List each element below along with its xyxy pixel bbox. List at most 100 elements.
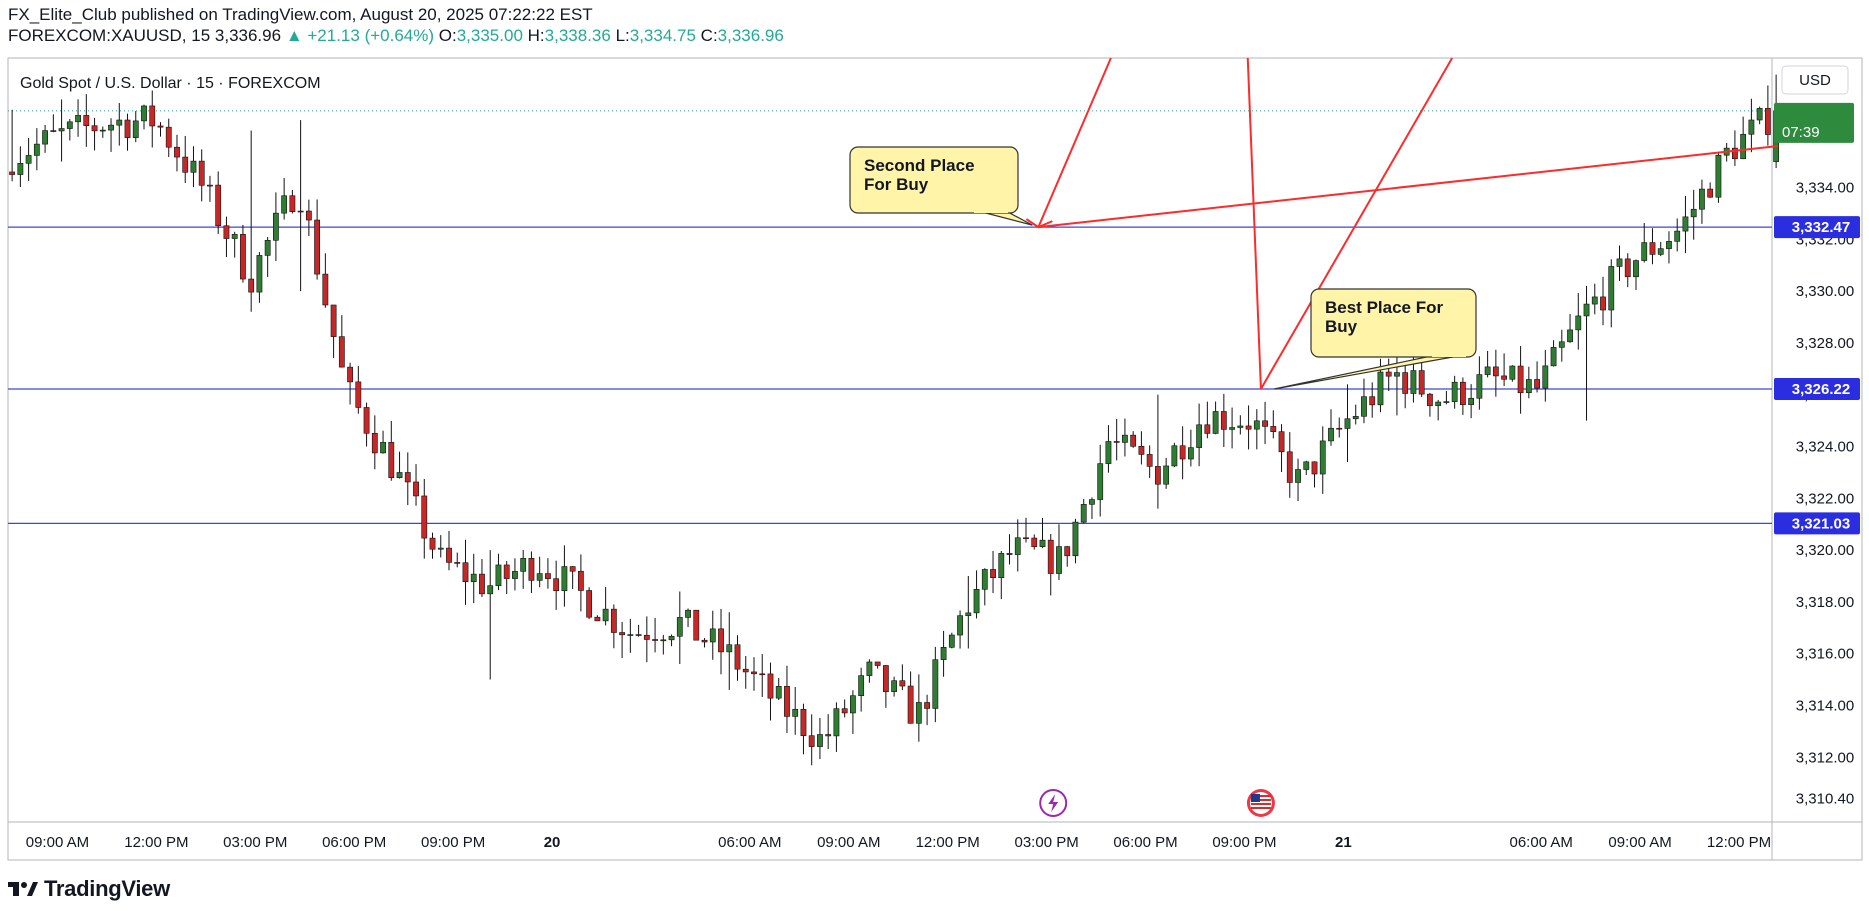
candle[interactable] [800, 703, 807, 755]
candle[interactable] [602, 587, 609, 626]
candle[interactable] [25, 137, 32, 181]
candle[interactable] [1583, 285, 1590, 421]
candle[interactable] [1014, 519, 1021, 572]
level-price-badge[interactable] [1774, 377, 1860, 400]
projection-arrow-down[interactable] [1038, 145, 1779, 229]
candle[interactable] [932, 646, 939, 723]
candle[interactable] [1130, 431, 1137, 448]
candle[interactable] [957, 610, 963, 649]
candle[interactable] [1039, 517, 1046, 548]
candle[interactable] [833, 702, 840, 752]
candle[interactable] [1451, 375, 1458, 409]
candle[interactable] [58, 99, 65, 162]
candle[interactable] [1072, 518, 1079, 564]
candle[interactable] [1270, 410, 1277, 439]
candle[interactable] [1427, 392, 1433, 417]
candle[interactable] [817, 717, 823, 760]
candle[interactable] [207, 175, 213, 202]
candle[interactable] [314, 199, 321, 280]
candle[interactable] [305, 199, 312, 237]
candle[interactable] [1237, 415, 1244, 435]
candle[interactable] [132, 111, 139, 143]
candle[interactable] [1558, 329, 1565, 362]
candle[interactable] [1509, 365, 1516, 382]
candle[interactable] [1105, 425, 1112, 473]
candle[interactable] [545, 558, 551, 589]
candle[interactable] [685, 608, 691, 628]
candle[interactable] [767, 662, 774, 721]
candle[interactable] [1006, 534, 1013, 565]
candle[interactable] [610, 604, 617, 649]
candle[interactable] [693, 609, 700, 641]
candle[interactable] [347, 362, 353, 405]
candle[interactable] [1163, 457, 1170, 489]
candle[interactable] [355, 366, 362, 414]
candle[interactable] [1146, 445, 1153, 478]
candle[interactable] [1303, 460, 1310, 475]
candle[interactable] [1220, 393, 1227, 447]
candle[interactable] [1443, 390, 1450, 405]
candle[interactable] [553, 560, 560, 610]
candle[interactable] [380, 430, 386, 454]
candle[interactable] [536, 556, 543, 588]
candle[interactable] [1764, 85, 1771, 146]
candle[interactable] [198, 149, 205, 202]
candle[interactable] [1352, 404, 1359, 425]
candle[interactable] [297, 120, 304, 292]
candle[interactable] [990, 550, 996, 594]
candle[interactable] [1031, 534, 1038, 550]
lightning-icon[interactable] [1039, 789, 1068, 817]
candle[interactable] [1690, 189, 1697, 240]
candle[interactable] [668, 634, 675, 647]
candle[interactable] [1715, 152, 1722, 203]
candle[interactable] [338, 315, 345, 368]
candle[interactable] [446, 530, 452, 571]
candle[interactable] [924, 694, 930, 726]
candle[interactable] [190, 146, 197, 188]
candle[interactable] [1204, 401, 1211, 439]
candle[interactable] [652, 617, 658, 653]
candle[interactable] [429, 532, 436, 559]
candle[interactable] [1641, 222, 1648, 263]
candle[interactable] [91, 117, 98, 151]
candle[interactable] [569, 565, 576, 589]
candle[interactable] [1435, 399, 1442, 421]
candle[interactable] [520, 549, 527, 589]
level-price-badge[interactable] [1774, 512, 1860, 535]
candle[interactable] [1097, 444, 1104, 517]
candle[interactable] [858, 667, 865, 712]
candle[interactable] [512, 558, 518, 591]
candle[interactable] [841, 699, 848, 718]
candle[interactable] [141, 104, 147, 130]
candle[interactable] [577, 554, 584, 612]
candle[interactable] [9, 109, 16, 182]
candle[interactable] [1468, 384, 1475, 419]
candle[interactable] [116, 103, 123, 146]
candle[interactable] [1699, 179, 1705, 224]
candle[interactable] [1591, 283, 1598, 315]
candle[interactable] [874, 661, 881, 669]
candle[interactable] [1501, 353, 1508, 387]
candle[interactable] [882, 665, 889, 708]
candle[interactable] [1657, 241, 1664, 257]
candle[interactable] [1756, 106, 1763, 125]
candle[interactable] [1295, 458, 1301, 502]
candle[interactable] [619, 621, 626, 658]
candle[interactable] [404, 452, 411, 506]
candle[interactable] [503, 561, 510, 595]
candle[interactable] [1707, 182, 1714, 198]
candle[interactable] [635, 624, 642, 637]
candle[interactable] [99, 126, 106, 138]
candle[interactable] [676, 591, 683, 665]
candle[interactable] [215, 171, 222, 234]
candle[interactable] [1122, 418, 1128, 457]
candle[interactable] [231, 231, 238, 258]
candle[interactable] [751, 657, 757, 691]
candle[interactable] [891, 676, 898, 697]
candle[interactable] [363, 402, 370, 447]
candle[interactable] [1608, 259, 1615, 328]
candle[interactable] [371, 415, 378, 470]
candle[interactable] [981, 568, 988, 606]
